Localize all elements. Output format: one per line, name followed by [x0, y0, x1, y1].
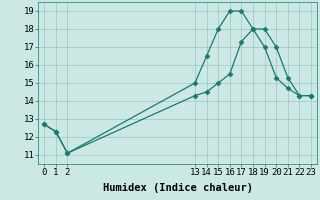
X-axis label: Humidex (Indice chaleur): Humidex (Indice chaleur): [103, 183, 252, 193]
